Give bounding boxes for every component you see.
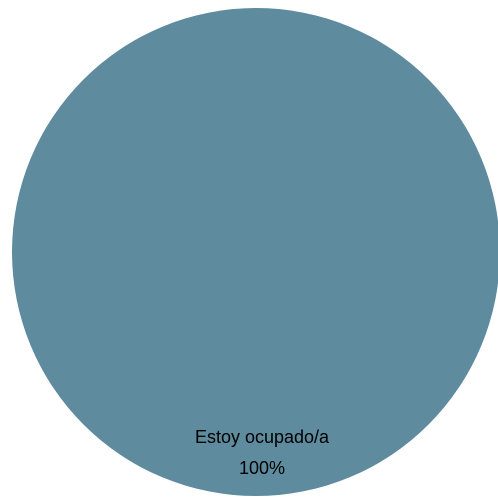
slice-label-percent: 100% (239, 458, 285, 478)
pie-slices (12, 8, 498, 496)
slice-label-name: Estoy ocupado/a (195, 427, 330, 447)
pie-slice-0 (12, 8, 498, 496)
pie-labels: Estoy ocupado/a 100% (195, 427, 330, 478)
